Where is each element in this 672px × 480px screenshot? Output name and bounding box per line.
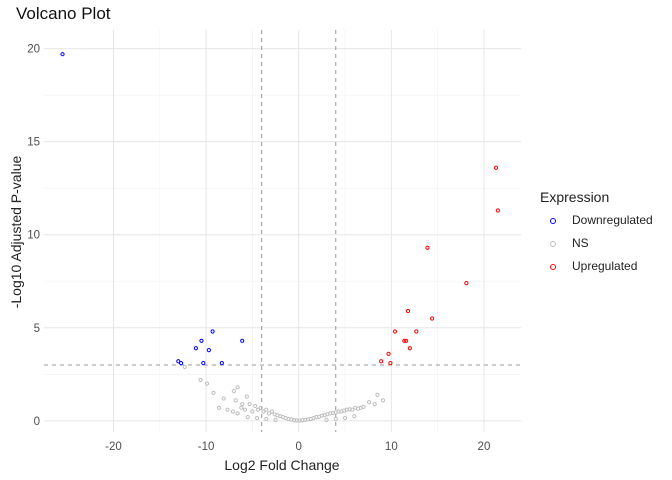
point-ns bbox=[216, 405, 222, 410]
point-downregulated bbox=[178, 361, 184, 366]
y-tick-label: 10 bbox=[27, 230, 40, 242]
point-ns bbox=[258, 405, 263, 410]
point-downregulated bbox=[210, 329, 215, 334]
point-ns bbox=[273, 417, 278, 423]
point-ns bbox=[269, 409, 274, 414]
point-ns bbox=[352, 414, 357, 419]
point-ns bbox=[255, 407, 261, 412]
point-upregulated bbox=[464, 281, 469, 286]
point-upregulated bbox=[425, 245, 430, 250]
point-ns bbox=[231, 388, 236, 394]
y-tick-label: 15 bbox=[27, 137, 40, 149]
point-upregulated bbox=[388, 361, 393, 366]
point-ns bbox=[350, 407, 355, 412]
point-upregulated bbox=[386, 351, 391, 356]
point-ns bbox=[244, 394, 249, 399]
point-ns bbox=[225, 407, 230, 412]
point-ns bbox=[235, 411, 240, 416]
x-tick-label: -10 bbox=[198, 441, 215, 453]
point-upregulated bbox=[495, 208, 500, 213]
legend-swatch-ns bbox=[550, 241, 556, 247]
y-axis-label: -Log10 Adjusted P-value bbox=[8, 156, 24, 309]
point-ns bbox=[254, 415, 260, 421]
legend-label-ns: NS bbox=[572, 236, 589, 250]
x-tick-label: 0 bbox=[296, 441, 302, 453]
point-ns bbox=[230, 409, 236, 414]
point-ns bbox=[233, 398, 238, 403]
point-downregulated bbox=[206, 348, 211, 353]
point-ns bbox=[182, 364, 187, 369]
point-ns bbox=[198, 377, 203, 382]
point-downregulated bbox=[219, 361, 224, 366]
point-upregulated bbox=[405, 308, 411, 314]
grid bbox=[44, 30, 521, 432]
legend-item-upregulated: Upregulated bbox=[540, 259, 670, 282]
point-ns bbox=[324, 417, 329, 423]
point-ns bbox=[333, 416, 338, 422]
point-ns bbox=[204, 381, 210, 386]
axis-labels: -20 -10 0 10 20 0 5 10 15 20 bbox=[27, 44, 490, 453]
chart-title: Volcano Plot bbox=[16, 4, 111, 23]
point-ns bbox=[342, 415, 348, 421]
point-upregulated bbox=[429, 316, 435, 321]
point-upregulated bbox=[493, 165, 499, 170]
point-downregulated bbox=[201, 361, 206, 366]
point-ns bbox=[235, 385, 240, 390]
threshold-lines bbox=[44, 30, 521, 432]
point-ns bbox=[261, 409, 266, 414]
point-ns bbox=[367, 400, 372, 405]
legend-label-downregulated: Downregulated bbox=[572, 213, 653, 227]
point-ns bbox=[221, 396, 226, 401]
point-ns bbox=[264, 407, 269, 412]
point-ns bbox=[375, 392, 380, 397]
legend: Expression Downregulated NS Upregulated bbox=[540, 189, 670, 282]
point-ns bbox=[240, 401, 245, 407]
point-ns bbox=[253, 403, 258, 409]
point-ns bbox=[211, 390, 216, 396]
y-tick-label: 5 bbox=[34, 323, 40, 335]
x-tick-label: 20 bbox=[478, 441, 491, 453]
point-upregulated bbox=[414, 329, 419, 334]
point-ns bbox=[247, 401, 252, 407]
x-tick-label: -20 bbox=[105, 441, 122, 453]
point-downregulated bbox=[193, 346, 198, 351]
y-tick-label: 0 bbox=[34, 416, 40, 428]
point-ns bbox=[264, 416, 269, 422]
legend-swatch-upregulated bbox=[550, 264, 556, 270]
point-upregulated bbox=[407, 346, 412, 351]
point-ns bbox=[245, 415, 250, 420]
point-ns bbox=[266, 411, 272, 416]
legend-item-downregulated: Downregulated bbox=[540, 213, 670, 236]
point-upregulated bbox=[404, 338, 409, 343]
point-downregulated bbox=[199, 338, 204, 343]
point-ns bbox=[242, 407, 248, 412]
point-ns bbox=[361, 404, 366, 409]
legend-label-upregulated: Upregulated bbox=[572, 259, 638, 273]
x-axis-label: Log2 Fold Change bbox=[224, 457, 339, 473]
legend-title: Expression bbox=[540, 189, 610, 205]
point-ns bbox=[239, 405, 244, 410]
point-upregulated bbox=[402, 338, 407, 343]
point-ns bbox=[250, 409, 255, 414]
point-downregulated bbox=[176, 359, 181, 364]
point-upregulated bbox=[392, 329, 398, 334]
point-downregulated bbox=[240, 338, 245, 343]
point-ns bbox=[380, 398, 386, 403]
legend-swatch-downregulated bbox=[550, 218, 556, 224]
data-points bbox=[60, 52, 500, 423]
y-tick-label: 20 bbox=[27, 44, 40, 56]
legend-item-ns: NS bbox=[540, 236, 670, 259]
point-downregulated bbox=[60, 52, 65, 57]
x-tick-label: 10 bbox=[385, 441, 398, 453]
point-ns bbox=[372, 401, 377, 407]
point-upregulated bbox=[379, 359, 384, 364]
